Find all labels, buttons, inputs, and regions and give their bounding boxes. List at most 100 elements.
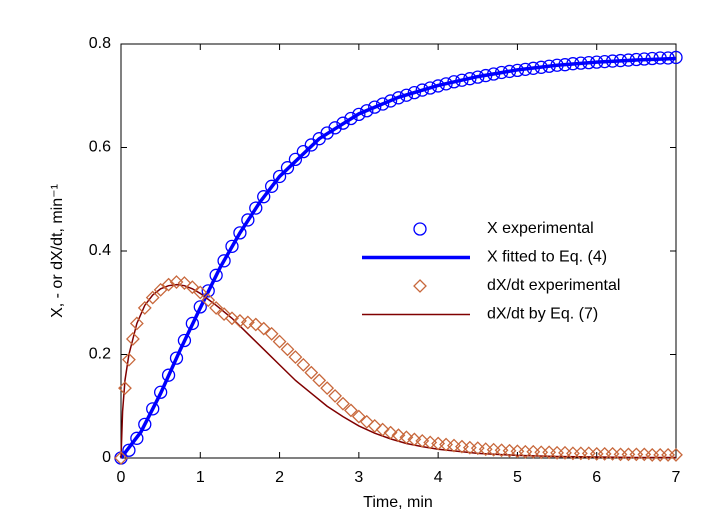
circle-point [264,179,279,193]
diamond-point [209,301,224,315]
circle-point [209,268,223,282]
x-tick-label: 3 [354,469,363,486]
diamond-point [114,451,128,465]
circle-point [423,81,437,95]
diamond-point [225,311,239,326]
circle-point [574,56,588,70]
diamond-point [185,280,200,295]
legend-label: X experimental [487,220,594,237]
circle-point [375,97,390,111]
legend-marker [413,222,427,236]
diamond-point [645,447,660,462]
legend-label: dX/dt experimental [487,277,620,294]
circle-point [280,161,295,175]
circle-point [597,54,612,69]
circle-point [510,63,525,78]
diamond-point [264,326,279,341]
diamond-point [193,285,208,300]
diamond-point [288,350,303,365]
circle-point [138,417,152,432]
diamond-point [169,275,184,289]
circle-point [169,351,184,365]
diamond-point [137,301,152,315]
diamond-point [669,447,683,462]
circle-point [225,239,239,253]
circle-point [272,169,287,184]
diamond-point [118,381,132,396]
circle-point [494,65,509,80]
diamond-point [399,430,414,445]
y-tick-label: 0.6 [89,139,111,156]
diamond-point [256,321,271,336]
circle-point [629,52,644,67]
circle-point [669,50,683,65]
x-tick-label: 0 [117,469,126,486]
diamond-point [415,434,430,448]
circle-point [558,58,572,72]
legend-label: X fitted to Eq. (4) [487,249,607,266]
diamond-point [470,441,485,456]
y-tick-label: 0.2 [89,346,111,363]
diamond-point [145,290,160,305]
circle-point [447,75,461,89]
diamond-point [304,365,319,380]
y-axis-title: X, - or dX/dt, min⁻¹ [49,184,66,318]
circle-point [241,213,255,227]
diamond-point [439,437,453,452]
circle-point [153,385,168,399]
x-tick-label: 6 [592,469,601,486]
circle-point [328,121,342,135]
circle-point [542,59,556,73]
legend-marker [413,279,427,293]
diamond-point [217,307,231,322]
circle-point [399,88,414,102]
circle-point [502,64,517,79]
circle-point [407,85,422,100]
circle-point [661,51,675,65]
diamond-point [351,409,366,424]
diamond-point [153,282,168,297]
circle-point [645,51,659,66]
circle-point [479,68,493,83]
x-tick-label: 5 [513,469,522,486]
circle-point [177,333,192,348]
diamond-point [661,447,675,462]
legend-label: dX/dt by Eq. (7) [487,306,598,323]
circle-point [566,57,580,71]
circle-point [613,53,628,68]
diamond-point [240,315,255,330]
circle-point [383,94,398,108]
diamond-point [613,447,628,462]
y-tick-label: 0.8 [89,35,111,52]
diamond-point [447,438,461,453]
circle-point [605,54,620,68]
diamond-point [161,277,176,292]
diamond-point [296,357,311,372]
circle-point [486,67,501,81]
circle-point [590,55,604,69]
circle-point [518,62,533,77]
circle-point [463,72,477,86]
diamond-point [375,422,390,437]
diamond-point [320,381,335,396]
diamond-point [423,435,438,450]
circle-point [431,79,445,93]
circle-point [391,91,406,105]
circle-point [344,111,358,126]
circle-point [185,316,200,331]
circle-point [146,402,160,416]
circle-point [233,226,247,240]
diamond-point [455,439,469,454]
diamond-point [248,317,263,332]
diamond-point [383,425,398,440]
diamond-point [637,447,652,462]
diamond-point [280,342,295,357]
x-tick-label: 1 [196,469,205,486]
x-tick-label: 7 [672,469,681,486]
circle-point [352,107,366,122]
diamond-point [201,293,216,308]
y-tick-label: 0 [102,449,111,466]
diamond-point [629,447,644,462]
